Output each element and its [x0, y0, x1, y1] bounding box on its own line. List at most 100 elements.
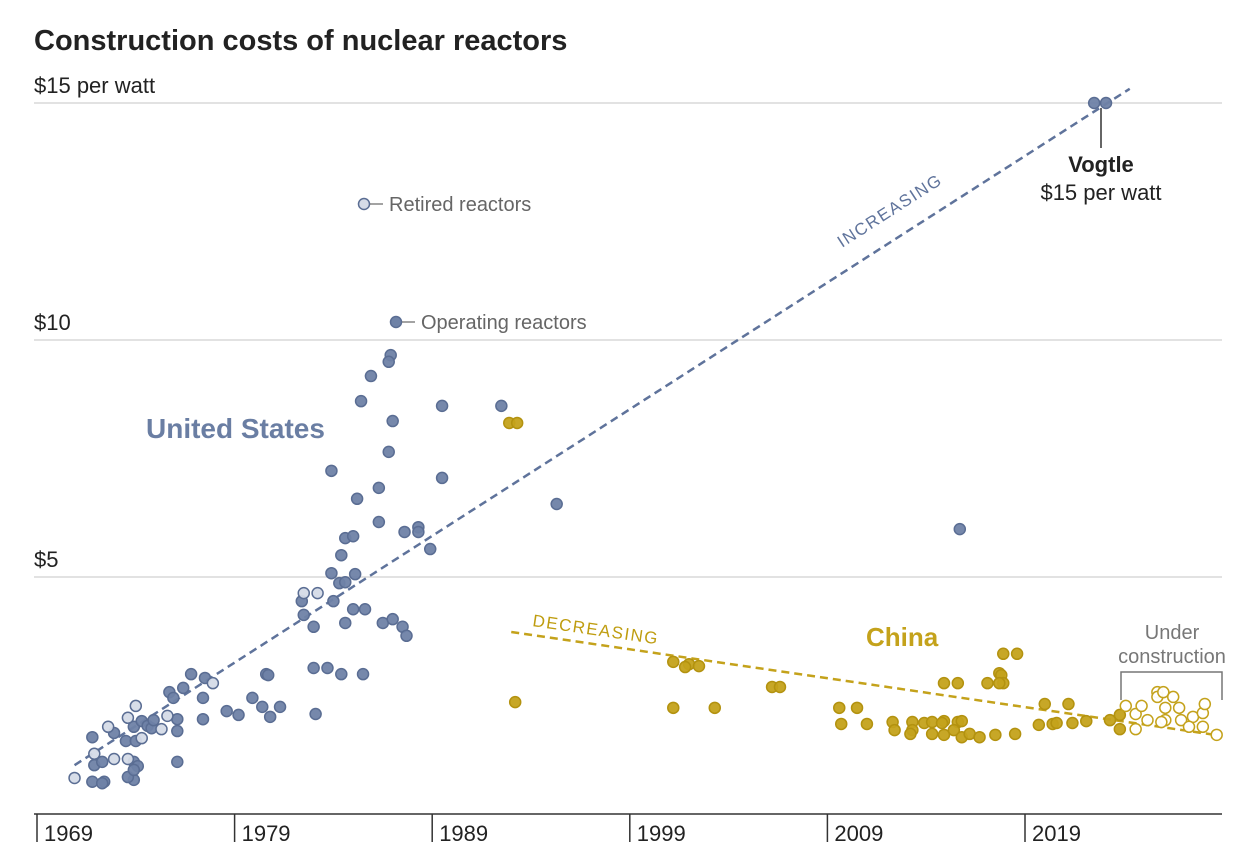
- point-us-operating: [232, 708, 245, 722]
- point-us-operating: [356, 667, 370, 681]
- x-axis: 1969 1979 1989 1999 2009 2019: [34, 813, 1222, 846]
- point-us-operating: [176, 681, 190, 695]
- point-us-operating: [147, 713, 160, 727]
- y-axis: $15 per watt $10 $5: [34, 73, 155, 572]
- point-us-retired: [88, 747, 101, 761]
- point-us-operating: [435, 471, 449, 485]
- point-us-operating: [346, 602, 360, 616]
- point-china-operating: [973, 730, 986, 744]
- point-us-operating: [196, 691, 210, 705]
- point-us-operating: [95, 755, 109, 769]
- label-united-states: United States: [146, 413, 325, 444]
- x-tick-label: 2019: [1032, 821, 1081, 846]
- under-construction-bracket: [1120, 671, 1223, 700]
- point-us-operating: [354, 394, 368, 408]
- point-china-under-construction: [1159, 701, 1172, 715]
- legend-marker-operating: [389, 315, 403, 329]
- gridlines: [34, 102, 1222, 578]
- legend-operating: Operating reactors: [421, 312, 587, 334]
- point-china-operating: [773, 680, 787, 694]
- point-us-operating: [358, 602, 372, 616]
- x-tick-label: 1999: [637, 821, 686, 846]
- point-us-operating: [550, 497, 563, 511]
- point-us-retired: [101, 720, 115, 734]
- point-china-operating: [1080, 714, 1093, 728]
- point-us-operating: [196, 712, 210, 726]
- point-us-operating: [1099, 96, 1113, 110]
- x-tick-label: 1979: [242, 821, 291, 846]
- x-tick-label: 2009: [834, 821, 883, 846]
- point-us-operating: [346, 529, 360, 543]
- point-us-retired: [129, 699, 143, 713]
- point-china-under-construction: [1135, 699, 1148, 713]
- point-us-operating: [273, 700, 287, 714]
- point-china-operating: [1113, 722, 1127, 736]
- point-us-operating: [127, 763, 141, 777]
- point-china-under-construction: [1166, 690, 1180, 704]
- point-china-operating: [993, 676, 1006, 690]
- trend-label-decreasing: DECREASING: [531, 611, 660, 648]
- y-tick-label: $10: [34, 310, 71, 335]
- point-us-operating: [321, 661, 334, 675]
- point-us-operating: [339, 575, 352, 589]
- trend-line-us: [73, 87, 1131, 767]
- legend-retired: Retired reactors: [389, 194, 531, 216]
- point-china-operating: [833, 701, 846, 715]
- point-china-operating: [955, 714, 969, 728]
- point-us-operating: [495, 399, 508, 413]
- point-us-retired: [161, 709, 174, 723]
- point-china-operating: [937, 676, 951, 690]
- point-us-operating: [171, 755, 184, 769]
- point-us-operating: [412, 525, 425, 539]
- point-china-operating: [708, 701, 722, 715]
- point-china-under-construction: [1129, 722, 1142, 736]
- point-us-operating: [435, 399, 449, 413]
- point-us-retired: [107, 752, 121, 766]
- point-us-operating: [307, 620, 320, 634]
- point-china-operating: [937, 728, 951, 742]
- point-us-operating: [86, 730, 99, 744]
- point-us-operating: [382, 355, 395, 369]
- point-us-operating: [423, 542, 437, 556]
- point-us-operating: [400, 629, 413, 643]
- x-tick-label: 1989: [439, 821, 488, 846]
- point-china-operating: [1032, 718, 1046, 732]
- vogtle-label: Vogtle: [1068, 152, 1134, 177]
- point-us-operating: [171, 724, 184, 738]
- point-us-operating: [335, 548, 348, 562]
- point-us-retired: [135, 731, 148, 745]
- point-us-retired: [206, 676, 220, 690]
- point-us-operating: [325, 566, 338, 580]
- point-china-operating: [888, 723, 901, 737]
- point-us-operating: [309, 707, 322, 721]
- point-china-operating: [667, 655, 680, 669]
- point-china-under-construction: [1198, 697, 1212, 711]
- data-points: [68, 96, 1223, 790]
- point-china-under-construction: [1174, 713, 1188, 727]
- point-us-operating: [184, 667, 198, 681]
- point-china-under-construction: [1155, 715, 1168, 729]
- point-china-under-construction: [1157, 685, 1170, 699]
- point-china-under-construction: [1141, 713, 1154, 727]
- point-china-under-construction: [1182, 720, 1196, 734]
- point-us-operating: [398, 525, 411, 539]
- point-us-operating: [246, 691, 259, 705]
- point-china-operating: [989, 728, 1002, 742]
- point-us-retired: [297, 586, 311, 600]
- point-us-operating: [350, 492, 364, 506]
- point-us-operating: [220, 704, 233, 718]
- under-construction-line1: Under: [1145, 622, 1200, 644]
- point-us-operating: [256, 700, 269, 714]
- point-us-retired: [155, 722, 168, 736]
- point-china-operating: [947, 723, 961, 737]
- trend-label-increasing: INCREASING: [834, 170, 946, 251]
- point-us-operating: [339, 616, 352, 630]
- point-china-operating: [981, 676, 994, 690]
- point-china-operating: [1066, 716, 1079, 730]
- under-construction-line2: construction: [1118, 646, 1226, 668]
- point-us-operating: [386, 414, 399, 428]
- point-us-operating: [167, 691, 180, 705]
- y-tick-label: $15 per watt: [34, 73, 155, 98]
- point-china-operating: [904, 727, 917, 741]
